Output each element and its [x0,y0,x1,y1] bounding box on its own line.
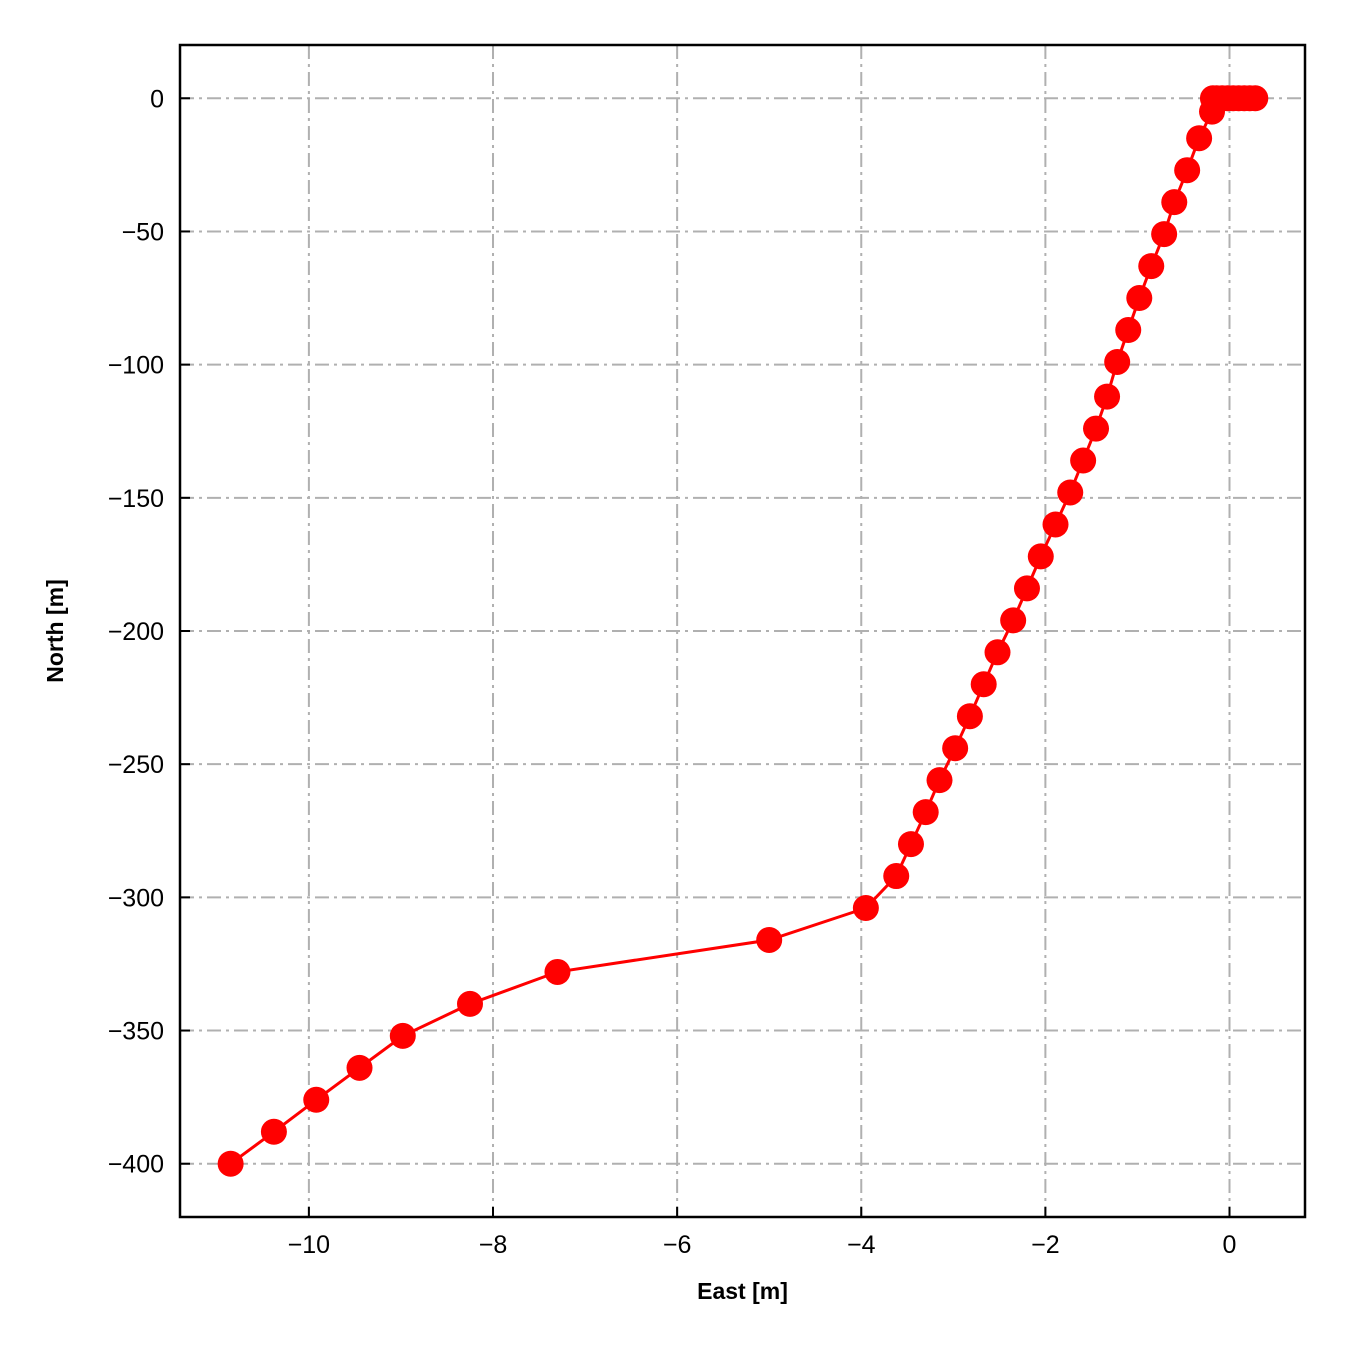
data-point [1115,317,1142,344]
y-axis-label: North [m] [42,579,68,682]
x-tick-label: −2 [1031,1231,1060,1259]
y-tick-label: −250 [108,751,164,779]
data-point [260,1118,287,1145]
axis-ticks: −10 −8 −6 −4 −2 00−50−100−150−200−250−300−350… [108,85,1237,1259]
grid [180,45,1305,1217]
data-point [346,1054,373,1081]
x-tick-label: −8 [479,1231,508,1259]
data-point [1199,98,1226,125]
data-point [1186,125,1213,152]
y-tick-label: −50 [122,218,164,246]
series-layer [217,85,1269,1177]
data-point [912,799,939,826]
data-point [1126,285,1153,312]
data-point [956,703,983,730]
data-point [1138,253,1165,280]
data-point [1151,221,1178,248]
x-tick-label: −6 [663,1231,692,1259]
y-tick-label: −100 [108,352,164,380]
data-point [897,831,924,858]
data-point [756,926,783,953]
y-tick-label: −200 [108,618,164,646]
data-point [942,735,969,762]
data-point [1094,383,1121,410]
x-tick-label: −10 [288,1231,330,1259]
data-point [1057,479,1084,506]
data-point [1042,511,1069,538]
y-tick-label: −150 [108,485,164,513]
data-point [1013,575,1040,602]
x-axis-label: East [m] [697,1278,788,1304]
y-tick-label: −350 [108,1018,164,1046]
x-tick-label: 0 [1223,1231,1237,1259]
data-point [1104,348,1131,375]
x-tick-label: −4 [847,1231,876,1259]
y-tick-label: −300 [108,884,164,912]
data-point [984,639,1011,666]
data-point [389,1022,416,1049]
data-point [544,958,571,985]
data-point [970,671,997,698]
data-point [1174,157,1201,184]
y-tick-label: 0 [150,85,164,113]
data-point [456,990,483,1017]
data-point [926,767,953,794]
plot-frame [178,43,1307,1219]
data-point [1000,607,1027,634]
data-point [1070,447,1097,474]
data-point [883,863,910,890]
data-point [852,895,879,922]
data-point [217,1150,244,1177]
data-point [1083,415,1110,442]
data-point [1161,189,1188,216]
data-point [303,1086,330,1113]
data-point [1027,543,1054,570]
y-tick-label: −400 [108,1151,164,1179]
